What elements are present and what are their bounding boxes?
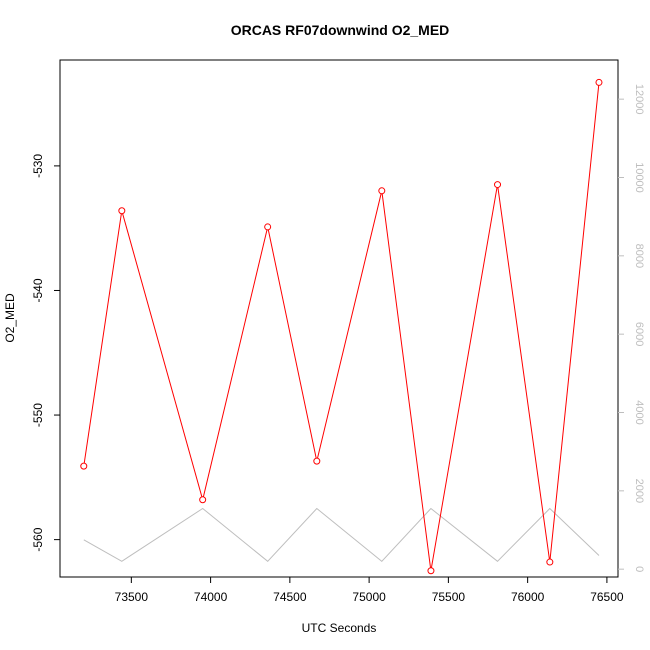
y-tick-label: -550 [31,403,45,427]
series-layer [80,78,603,575]
data-point [546,558,554,566]
y2-tick-label: 10000 [633,162,645,193]
data-point [427,567,435,575]
secondary-series-line [83,507,600,562]
data-point [313,457,321,465]
y2-tick-label: 0 [633,566,645,572]
y-axis: -560 -550 -540 -530 [31,154,60,552]
plot-frame [59,59,619,578]
y-tick-label: -530 [31,154,45,178]
secondary-y-axis: 0 2000 4000 6000 8000 10000 12000 [618,84,645,572]
x-tick-label: 74500 [273,590,307,604]
x-axis: 73500 74000 74500 75000 75500 76000 76500 [115,577,624,604]
data-point [494,181,502,189]
x-axis-label: UTC Seconds [302,621,377,635]
y2-tick-label: 12000 [633,84,645,115]
y-tick-label: -560 [31,527,45,551]
y2-tick-label: 2000 [633,479,645,503]
y-tick-label: -540 [31,278,45,302]
data-point [378,187,386,195]
x-tick-label: 73500 [115,590,149,604]
chart-title: ORCAS RF07downwind O2_MED [231,22,450,38]
y2-tick-label: 8000 [633,244,645,268]
data-point [595,78,603,86]
y-axis-label: O2_MED [3,293,17,343]
data-point [264,223,272,231]
y2-tick-label: 6000 [633,322,645,346]
data-point [118,207,126,215]
x-tick-label: 76500 [590,590,624,604]
x-tick-label: 74000 [194,590,228,604]
data-point [80,462,88,470]
x-tick-label: 75000 [352,590,386,604]
data-point [199,496,207,504]
x-tick-label: 76000 [511,590,545,604]
x-tick-label: 75500 [432,590,466,604]
series-line [83,82,600,571]
y2-tick-label: 4000 [633,400,645,424]
